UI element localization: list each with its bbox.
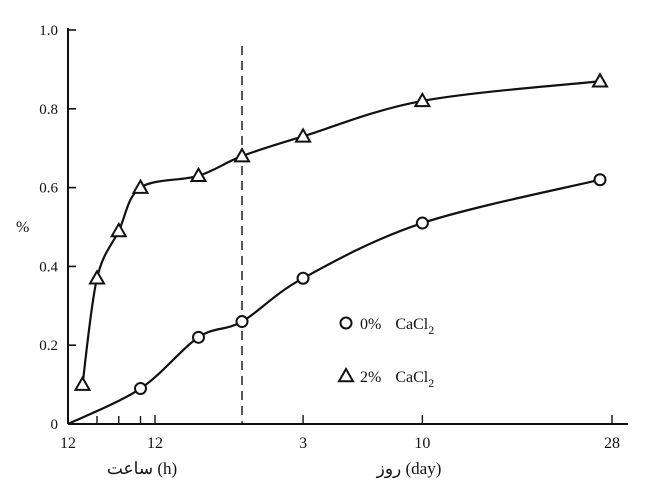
point-2pct [131, 178, 150, 194]
point-2pct [189, 166, 208, 183]
point-0pct [192, 330, 205, 344]
x-axis-caption-days: روز (day) [376, 459, 442, 479]
legend-label: 0% CaCl2 [360, 316, 434, 337]
point-2pct [591, 72, 609, 88]
x-tick-label: 3 [299, 435, 307, 452]
series-curves [67, 80, 601, 425]
x-tick-label: 12 [147, 435, 163, 452]
point-0pct [296, 271, 310, 285]
axes-frame [67, 28, 628, 425]
y-axis-label: % [16, 219, 29, 236]
y-tick-label: 0.4 [39, 259, 58, 275]
curve-0pct-cacl2 [67, 178, 601, 425]
curve-2pct-cacl2 [81, 80, 601, 385]
legend-marker [339, 316, 353, 330]
y-axis-ticks: 0 0.2 0.4 0.6 0.8 1.0 [39, 23, 76, 433]
point-2pct [294, 127, 312, 143]
point-0pct [134, 382, 147, 396]
point-2pct [88, 269, 106, 285]
y-tick-label: 0.6 [39, 181, 58, 197]
x-axis-ticks: 12 12 3 10 28 [60, 415, 620, 452]
y-tick-label: 0.8 [39, 102, 58, 118]
y-tick-label: 1.0 [39, 23, 58, 39]
legend-marker [337, 366, 355, 383]
legend: 0% CaCl2 2% CaCl2 [337, 316, 434, 390]
point-2pct [233, 147, 251, 163]
x-axis-caption-hours: ساعت (h) [107, 459, 177, 478]
y-tick-label: 0.2 [39, 338, 58, 354]
legend-label: 2% CaCl2 [360, 369, 434, 390]
point-0pct [415, 216, 429, 230]
y-tick-label: 0 [51, 417, 59, 433]
point-2pct [110, 221, 128, 238]
point-2pct [73, 375, 92, 391]
x-tick-label: 28 [604, 435, 620, 452]
x-tick-label: 10 [414, 435, 430, 452]
point-0pct [235, 315, 249, 329]
x-tick-label: 12 [60, 435, 76, 452]
point-2pct [413, 91, 432, 108]
point-0pct [593, 173, 607, 187]
series-markers [73, 72, 609, 396]
